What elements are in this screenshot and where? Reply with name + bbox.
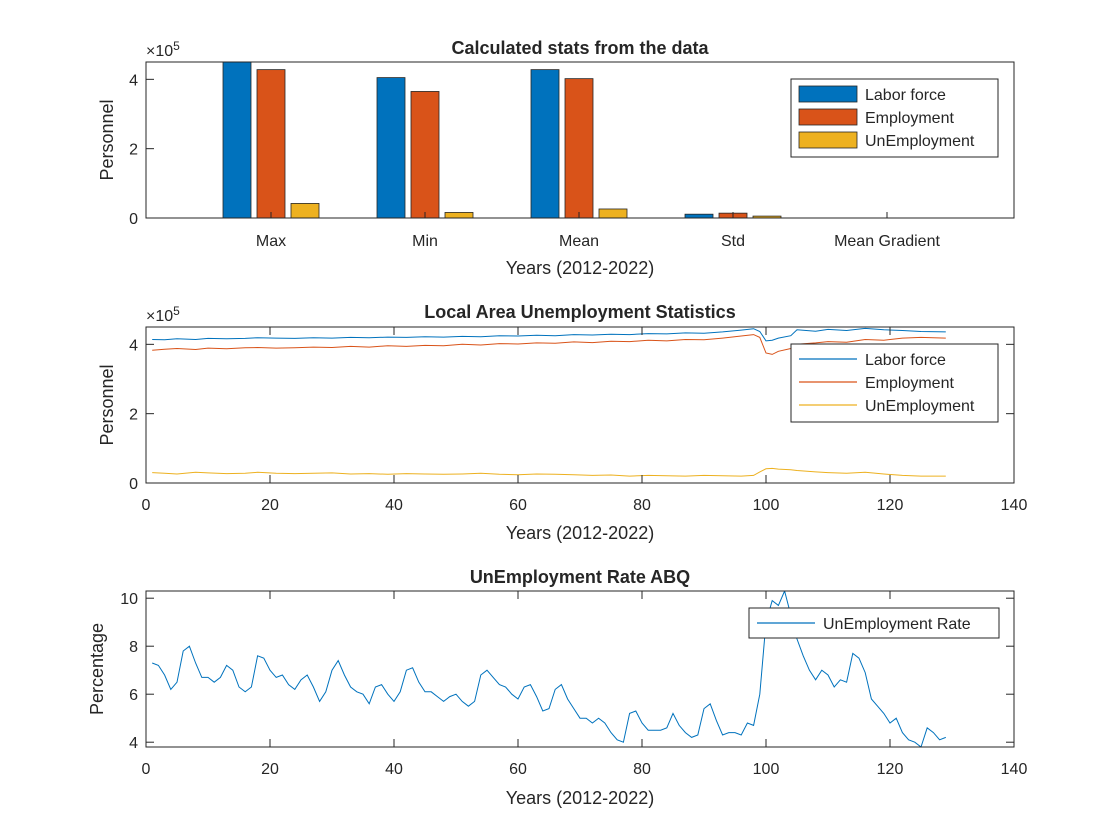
chart-title: Calculated stats from the data [451,38,709,58]
y-tick-label: 8 [129,639,138,656]
legend: Labor force Employment UnEmployment [790,343,999,423]
axes-frame [145,590,1015,748]
chart-title: Local Area Unemployment Statistics [424,302,735,322]
x-tick-label: Max [256,233,286,250]
y-axis-label: Personnel [97,364,117,445]
bar [684,213,714,219]
x-axis-label: Years (2012-2022) [506,258,654,278]
x-tick-label: Std [721,233,745,250]
bar [564,78,594,219]
legend-entry: UnEmployment [865,133,975,150]
x-tick-label: Mean Gradient [834,233,940,250]
y-tick-label: 2 [129,407,138,424]
x-tick-label: 60 [509,761,527,778]
bar [410,91,440,219]
bar [444,212,474,219]
x-tick-label: 60 [509,497,527,514]
legend-entry: Labor force [865,87,946,104]
x-tick-label: 0 [142,761,151,778]
legend-entry: Employment [865,375,954,392]
exponent-power: 5 [173,39,180,53]
y-tick-label: 2 [129,142,138,159]
x-tick-label: 80 [633,497,651,514]
y-axis-label: Percentage [87,623,107,715]
x-tick-label: 120 [877,497,904,514]
legend-entry: Labor force [865,352,946,369]
legend-swatch [798,85,858,103]
y-tick-label: 6 [129,687,138,704]
tick-marks: 0 20 40 60 80 100 120 140 0 2 4 [129,327,1027,514]
x-tick-label: 100 [753,497,780,514]
legend-swatch [798,131,858,149]
x-tick-label: Mean [559,233,599,250]
legend-entry: UnEmployment [865,398,975,415]
bar [376,77,406,219]
y-exponent: ×105 [146,39,180,60]
x-tick-label: 0 [142,497,151,514]
y-exponent: ×105 [146,304,180,325]
axes-frame [145,326,1015,484]
laus-line-chart: 0 20 40 60 80 100 120 140 0 2 4 Local Area Unemplo… [97,302,1027,543]
x-tick-label: 20 [261,761,279,778]
y-tick-label: 4 [129,72,138,89]
bar [530,69,560,219]
exponent-base: ×10 [146,308,173,325]
unemployment-rate-chart: 0 20 40 60 80 100 120 140 4 6 8 10 UnEmployment Rat… [87,567,1027,808]
y-tick-label: 10 [120,591,138,608]
series-line [152,467,946,477]
x-tick-label: 80 [633,761,651,778]
stats-bar-chart: Max Min Mean Std Mean Gradient 0 2 4 Calculated… [97,38,1015,278]
series-line [152,591,946,747]
chart-title: UnEmployment Rate ABQ [470,567,690,587]
bar [290,203,320,219]
legend: UnEmployment Rate [748,607,1000,639]
series-line [152,327,946,342]
tick-marks: 0 20 40 60 80 100 120 140 4 6 8 10 [120,591,1027,778]
x-tick-label: Min [412,233,438,250]
x-tick-label: 40 [385,497,403,514]
y-tick-label: 4 [129,337,138,354]
legend-entry: UnEmployment Rate [823,616,971,633]
legend: Labor force Employment UnEmployment [790,78,999,158]
x-tick-label: 140 [1001,497,1028,514]
x-axis-label: Years (2012-2022) [506,788,654,808]
x-tick-label: 100 [753,761,780,778]
bar [222,61,252,219]
exponent-power: 5 [173,304,180,318]
legend-box [790,343,999,423]
line-marks [152,591,946,747]
y-tick-label: 4 [129,735,138,752]
axes-frame [145,61,1015,219]
exponent-base: ×10 [146,43,173,60]
legend-entry: Employment [865,110,954,127]
x-tick-label: 140 [1001,761,1028,778]
legend-swatch [798,108,858,126]
x-tick-label: 20 [261,497,279,514]
y-axis-label: Personnel [97,99,117,180]
tick-marks: Max Min Mean Std Mean Gradient 0 2 4 [129,72,940,250]
x-axis-label: Years (2012-2022) [506,523,654,543]
y-tick-label: 0 [129,476,138,493]
bar-marks [222,61,936,219]
x-tick-label: 120 [877,761,904,778]
x-tick-label: 40 [385,761,403,778]
y-tick-label: 0 [129,211,138,228]
bar [598,208,628,219]
bar [256,69,286,219]
